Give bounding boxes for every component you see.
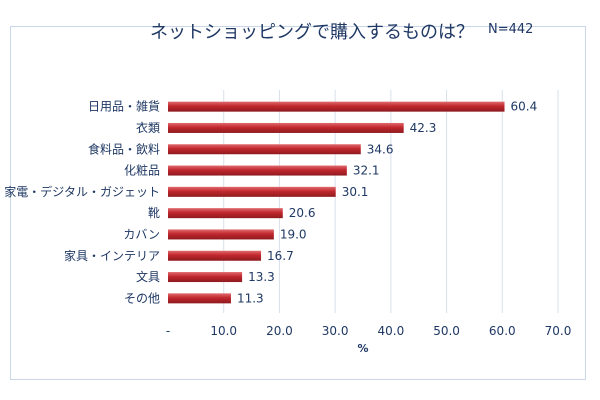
label-layer: - 10.0 20.0 30.0 40.0 50.0 60.0 70.0 日用品・雑貨 60.4 衣…	[4, 99, 571, 338]
bar	[168, 122, 404, 133]
value-label: 60.4	[511, 100, 538, 114]
bar	[168, 101, 505, 112]
bar	[168, 250, 262, 261]
value-label: 11.3	[237, 291, 264, 305]
bar	[168, 186, 336, 197]
value-label: 16.7	[267, 249, 294, 263]
x-tick-label: 70.0	[545, 324, 572, 338]
category-label: 衣類	[136, 120, 160, 135]
x-tick-label: -	[166, 324, 170, 338]
x-tick-label: 50.0	[433, 324, 460, 338]
category-label: カバン	[123, 227, 160, 241]
bar	[168, 229, 274, 240]
category-label: 家具・インテリア	[64, 248, 160, 263]
bar	[168, 165, 347, 176]
bar	[168, 144, 361, 155]
x-tick-label: 20.0	[266, 324, 293, 338]
value-label: 13.3	[248, 270, 275, 284]
value-label: 34.6	[367, 142, 394, 156]
value-label: 32.1	[353, 164, 380, 178]
value-label: 30.1	[342, 185, 369, 199]
value-label: 20.6	[289, 206, 316, 220]
category-label: その他	[124, 291, 160, 305]
bar-layer	[168, 101, 505, 304]
x-tick-label: 30.0	[322, 324, 349, 338]
value-label: 19.0	[280, 227, 307, 241]
category-label: 化粧品	[124, 164, 160, 178]
x-tick-label: 40.0	[377, 324, 404, 338]
chart-frame	[10, 26, 586, 380]
bar	[168, 293, 231, 304]
bar	[168, 272, 243, 283]
sample-size-label: N=442	[488, 22, 534, 37]
category-label: 家電・デジタル・ガジェット	[4, 184, 160, 199]
value-label: 42.3	[410, 121, 437, 135]
x-axis-title: %	[357, 342, 368, 355]
category-label: 靴	[148, 206, 160, 220]
bar	[168, 208, 283, 219]
chart-title: ネットショッピングで購入するものは？	[150, 22, 474, 43]
category-label: 食料品・飲料	[88, 141, 160, 156]
x-tick-label: 10.0	[210, 324, 237, 338]
x-tick-label: 60.0	[489, 324, 516, 338]
category-label: 文具	[136, 269, 160, 284]
category-label: 日用品・雑貨	[88, 99, 160, 114]
